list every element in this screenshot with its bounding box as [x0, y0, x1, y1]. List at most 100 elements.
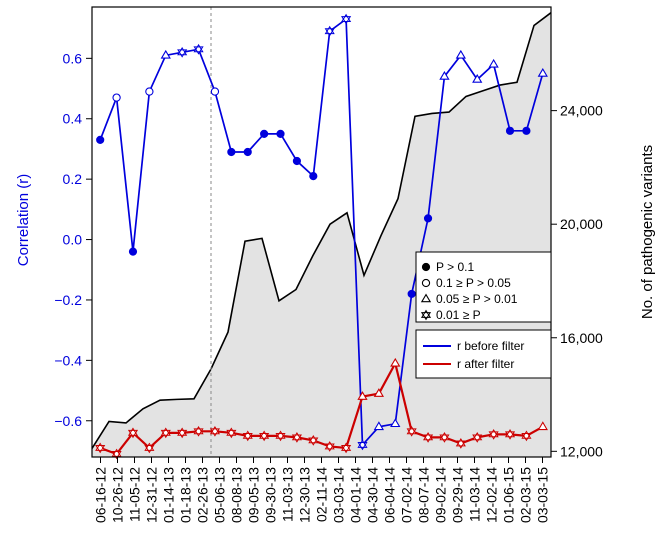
legend-pvalue-marker — [420, 293, 432, 303]
legend-pvalue-label: P > 0.1 — [436, 260, 474, 274]
series-point — [407, 289, 416, 299]
series-point — [308, 435, 319, 446]
legend-series-label: r before filter — [457, 339, 524, 353]
star-down-triangle — [455, 440, 466, 449]
star-down-triangle — [177, 429, 188, 439]
x-axis-tick-label: 07-02-14 — [399, 467, 415, 523]
series-point — [193, 43, 204, 55]
series-point — [357, 391, 368, 400]
star-down-triangle — [439, 434, 450, 443]
legend-pvalue-label: 0.05 ≥ P > 0.01 — [436, 292, 518, 306]
x-axis-tick-label: 02-26-13 — [195, 467, 211, 523]
series-point — [472, 73, 483, 83]
series-point — [160, 427, 171, 439]
series-point — [439, 70, 450, 80]
x-axis-tick-label: 11-03-14 — [467, 467, 483, 522]
x-axis-tick-label: 06-04-14 — [382, 467, 398, 523]
star-down-triangle — [193, 46, 204, 55]
series-point — [243, 147, 252, 157]
left-axis-tick-label: 0.2 — [63, 171, 83, 187]
series-point — [373, 388, 385, 397]
star-down-triangle — [472, 434, 483, 443]
series-point — [357, 439, 368, 451]
axis-layer: −0.6 −0.4 −0.2 0.0 0.2 0.4 0.6 Correlation (r) 1… — [15, 50, 656, 523]
x-axis-tick-label: 01-06-15 — [501, 467, 517, 523]
series-point — [472, 432, 483, 443]
series-point — [226, 427, 237, 439]
series-point — [193, 425, 204, 437]
star-down-triangle — [406, 428, 417, 437]
x-axis-tick-label: 12-02-14 — [484, 467, 500, 523]
legend-pvalue-marker — [421, 262, 431, 272]
star-down-triangle — [95, 445, 106, 454]
series-point — [128, 247, 138, 256]
legend-layer: P > 0.1 0.1 ≥ P > 0.05 0.05 ≥ P > 0.01 0.01… — [415, 251, 552, 379]
variants-area-fill — [92, 12, 551, 458]
right-axis-tick-label: 24,000 — [560, 103, 603, 119]
series-point — [488, 58, 499, 68]
x-axis-tick-label: 06-16-12 — [93, 467, 109, 523]
left-axis-tick-label: −0.6 — [54, 413, 82, 429]
series-point — [111, 448, 122, 460]
legend-pvalue-marker — [421, 278, 431, 288]
x-axis-tick-label: 11-03-13 — [280, 467, 296, 522]
series-r-after-filter — [95, 357, 548, 460]
series-point — [522, 126, 531, 135]
x-axis-tick-label: 08-07-14 — [416, 467, 432, 523]
series-point — [276, 129, 285, 138]
variants-line — [91, 12, 552, 449]
x-axis-tick-label: 04-30-14 — [365, 467, 381, 523]
x-axis-tick-label: 12-31-12 — [144, 467, 160, 523]
star-down-triangle — [111, 451, 122, 460]
x-axis-tick-label: 09-05-13 — [246, 467, 262, 523]
series-point — [160, 49, 171, 59]
left-axis-label: Correlation (r) — [15, 174, 32, 267]
series-layer — [95, 13, 548, 460]
series-line — [99, 360, 544, 456]
series-point — [505, 126, 515, 135]
legend-pvalue-label: 0.1 ≥ P > 0.05 — [436, 276, 511, 290]
star-down-triangle — [308, 437, 319, 446]
star-down-triangle — [341, 445, 352, 454]
series-point — [406, 425, 417, 437]
x-axis-tick-label: 01-18-13 — [178, 467, 194, 523]
x-axis-tick-label: 02-11-14 — [314, 467, 330, 522]
star-down-triangle — [488, 431, 499, 440]
series-point — [423, 214, 433, 223]
series-point — [275, 430, 286, 442]
star-down-triangle — [242, 432, 253, 442]
legend-pvalue-box — [415, 251, 552, 323]
star-down-triangle — [291, 434, 302, 443]
legend-pvalue-marker — [420, 309, 432, 321]
series-point — [177, 427, 188, 439]
right-axis-tick-label: 16,000 — [560, 330, 603, 346]
star-down-triangle — [193, 428, 204, 437]
right-axis-tick-label: 20,000 — [560, 216, 603, 232]
x-axis-tick-label: 09-02-14 — [433, 467, 449, 523]
x-axis-tick-label: 09-30-13 — [263, 467, 279, 523]
legend-series-label: r after filter — [457, 357, 514, 371]
star-down-triangle — [275, 432, 286, 442]
x-axis-tick-label: 01-14-13 — [161, 467, 177, 523]
x-axis-tick-label: 02-03-15 — [518, 467, 534, 523]
series-point — [209, 425, 221, 437]
series-point — [373, 421, 385, 431]
series-point — [291, 432, 302, 443]
star-down-triangle — [226, 429, 237, 439]
series-point — [260, 129, 269, 138]
left-axis-tick-label: 0.6 — [63, 50, 83, 66]
series-point — [309, 172, 318, 181]
left-axis-tick-label: −0.2 — [54, 292, 82, 308]
series-point — [177, 46, 188, 58]
x-axis-tick-label: 10-26-12 — [110, 467, 126, 523]
legend-series-box — [415, 329, 552, 379]
right-axis-label: No. of pathogenic variants — [639, 145, 656, 319]
series-point — [144, 442, 155, 454]
series-point — [390, 418, 401, 428]
variants-area-layer — [91, 12, 552, 458]
series-point — [537, 421, 548, 431]
series-point — [422, 432, 434, 443]
star-down-triangle — [357, 441, 368, 451]
star-down-triangle — [209, 428, 221, 437]
